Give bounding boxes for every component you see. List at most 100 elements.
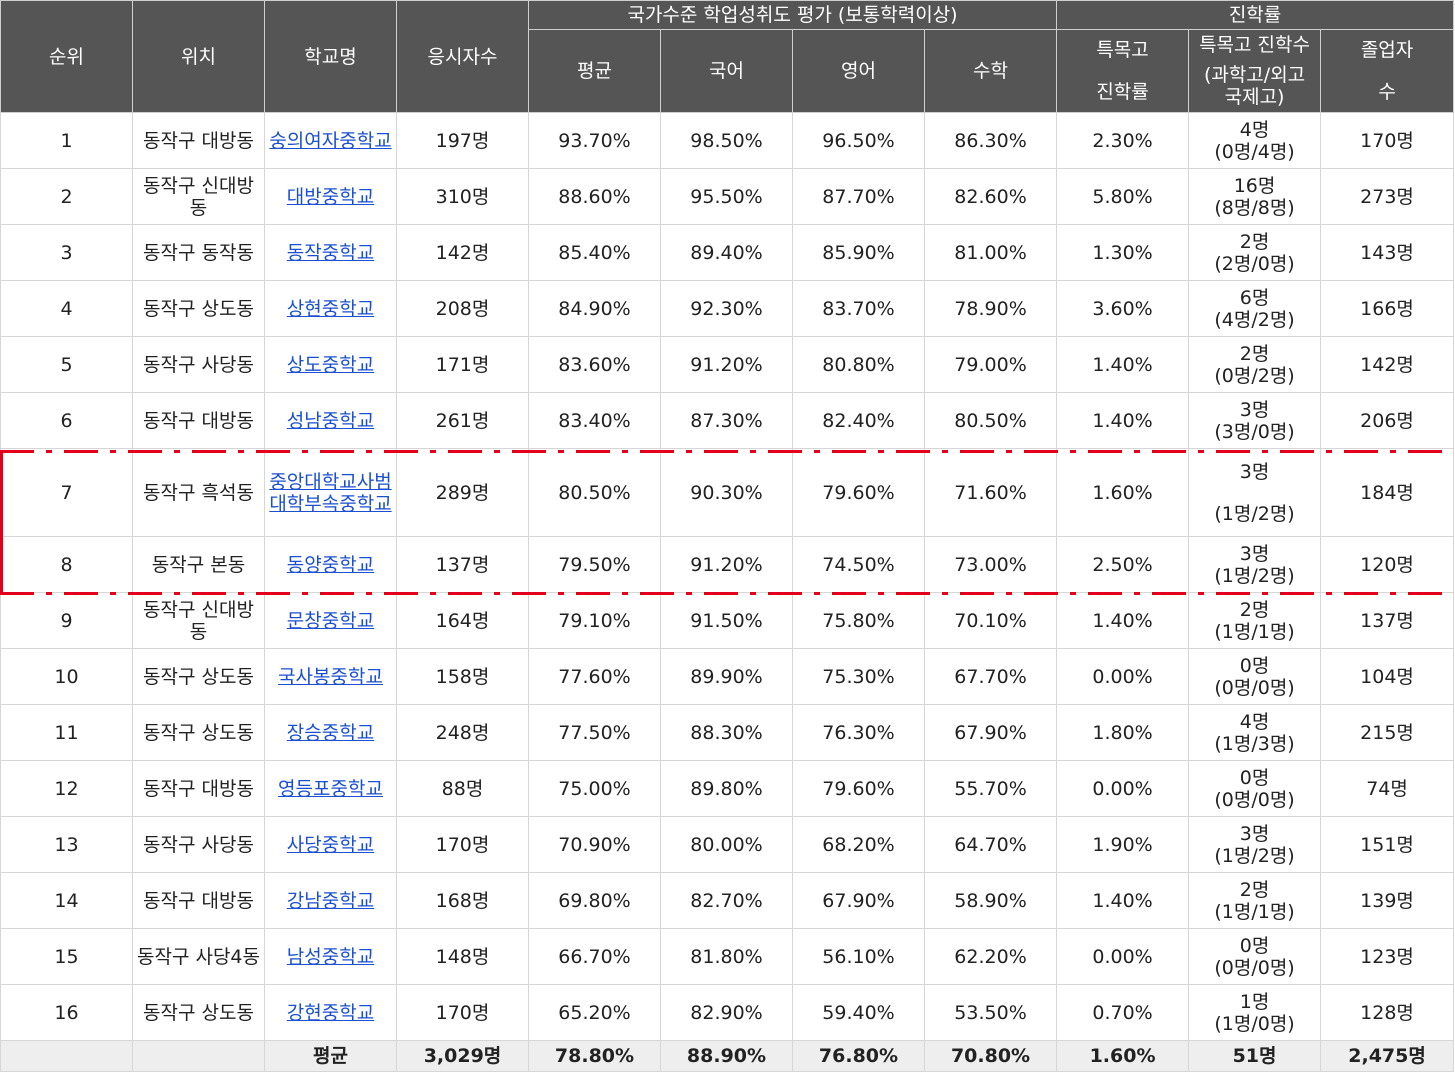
cell-rank: 14 (0, 872, 133, 929)
cell-english: 67.90% (792, 872, 925, 929)
cell-average: 77.60% (528, 648, 661, 705)
cell-english: 85.90% (792, 224, 925, 281)
school-link[interactable]: 영등포중학교 (278, 777, 383, 800)
school-link[interactable]: 사당중학교 (286, 833, 375, 856)
cell-math: 67.70% (923, 648, 1058, 705)
cell-examinees: 248명 (396, 704, 529, 761)
table-row: 4 동작구 상도동 상현중학교 208명 84.90% 92.30% 83.70% 78.90… (0, 280, 1455, 337)
special-count-value: 6명 (1239, 286, 1270, 309)
cell-average: 79.50% (528, 536, 661, 593)
cell-special-rate: 1.40% (1056, 336, 1190, 393)
school-link[interactable]: 강남중학교 (286, 889, 375, 912)
cell-korean: 89.80% (660, 760, 793, 817)
cell-school: 사당중학교 (264, 816, 397, 873)
cell-graduates: 151명 (1320, 816, 1455, 873)
cell-location: 동작구 신대방동 (132, 168, 265, 225)
cell-special-rate: 1.80% (1056, 704, 1190, 761)
table-row: 13 동작구 사당동 사당중학교 170명 70.90% 80.00% 68.20% 64.7… (0, 816, 1455, 873)
col-header-examinees: 응시자수 (396, 0, 529, 113)
cell-examinees: 164명 (396, 592, 529, 649)
special-count-breakdown: (2명/0명) (1214, 252, 1295, 275)
cell-examinees: 170명 (396, 984, 529, 1041)
cell-graduates: 273명 (1320, 168, 1455, 225)
school-link[interactable]: 중앙대학교사범대학부속중학교 (269, 470, 392, 515)
school-link[interactable]: 강현중학교 (286, 1001, 375, 1024)
school-link[interactable]: 문창중학교 (286, 609, 375, 632)
cell-special-rate: 0.00% (1056, 648, 1190, 705)
cell-average: 84.90% (528, 280, 661, 337)
col-header-korean: 국어 (660, 29, 793, 113)
school-link[interactable]: 상현중학교 (286, 297, 375, 320)
table-row: 2 동작구 신대방동 대방중학교 310명 88.60% 95.50% 87.70% 82.6… (0, 168, 1455, 225)
cell-location: 동작구 대방동 (132, 112, 265, 169)
school-link[interactable]: 남성중학교 (286, 945, 375, 968)
cell-graduates: 170명 (1320, 112, 1455, 169)
table-row: 6 동작구 대방동 성남중학교 261명 83.40% 87.30% 82.40% 80.50… (0, 392, 1455, 449)
cell-math: 71.60% (923, 448, 1058, 537)
cell-rank: 1 (0, 112, 133, 169)
cell-school: 강현중학교 (264, 984, 397, 1041)
cell-average: 66.70% (528, 928, 661, 985)
cell-english: 74.50% (792, 536, 925, 593)
cell-english: 76.30% (792, 704, 925, 761)
school-link[interactable]: 성남중학교 (286, 409, 375, 432)
cell-special-rate: 1.60% (1056, 448, 1190, 537)
cell-graduates: 128명 (1320, 984, 1455, 1041)
special-count-breakdown: (4명/2명) (1214, 308, 1295, 331)
cell-school: 상현중학교 (264, 280, 397, 337)
cell-location: 동작구 본동 (132, 536, 265, 593)
cell-average: 88.60% (528, 168, 661, 225)
school-link[interactable]: 동양중학교 (286, 553, 375, 576)
special-count-breakdown: (1명/2명) (1214, 502, 1295, 525)
cell-school: 영등포중학교 (264, 760, 397, 817)
cell-korean: 82.70% (660, 872, 793, 929)
school-link[interactable]: 대방중학교 (286, 185, 375, 208)
cell-special-count: 1명 (1명/0명) (1188, 984, 1322, 1041)
cell-english: 83.70% (792, 280, 925, 337)
cell-examinees: 261명 (396, 392, 529, 449)
cell-school: 장승중학교 (264, 704, 397, 761)
cell-examinees: 142명 (396, 224, 529, 281)
special-count-breakdown: (1명/1명) (1214, 620, 1295, 643)
cell-graduates: 137명 (1320, 592, 1455, 649)
cell-english: 80.80% (792, 336, 925, 393)
cell-korean: 91.20% (660, 336, 793, 393)
cell-english: 59.40% (792, 984, 925, 1041)
cell-special-count: 4명 (0명/4명) (1188, 112, 1322, 169)
cell-school: 중앙대학교사범대학부속중학교 (264, 448, 397, 537)
table-row: 3 동작구 동작동 동작중학교 142명 85.40% 89.40% 85.90% 81.00… (0, 224, 1455, 281)
cell-korean: 91.20% (660, 536, 793, 593)
cell-average: 69.80% (528, 872, 661, 929)
special-count-line3: 국제고) (1224, 86, 1285, 108)
cell-special-rate: 1.30% (1056, 224, 1190, 281)
school-link[interactable]: 숭의여자중학교 (269, 129, 392, 152)
cell-location: 동작구 사당동 (132, 816, 265, 873)
cell-rank: 10 (0, 648, 133, 705)
table-row: 9 동작구 신대방동 문창중학교 164명 79.10% 91.50% 75.80% 70.1… (0, 592, 1455, 649)
special-count-value: 2명 (1239, 342, 1270, 365)
cell-korean: 98.50% (660, 112, 793, 169)
special-count-breakdown: (0명/4명) (1214, 140, 1295, 163)
graduates-line1: 졸업자 (1360, 39, 1414, 61)
school-link[interactable]: 국사봉중학교 (278, 665, 383, 688)
avg-english: 76.80% (792, 1040, 925, 1072)
table-row: 7 동작구 흑석동 중앙대학교사범대학부속중학교 289명 80.50% 90.30% 79… (0, 448, 1455, 537)
cell-math: 86.30% (923, 112, 1058, 169)
special-count-value: 16명 (1233, 174, 1276, 197)
school-link[interactable]: 장승중학교 (286, 721, 375, 744)
average-row: 평균 3,029명 78.80% 88.90% 76.80% 70.80% 1.… (0, 1040, 1455, 1072)
cell-average: 65.20% (528, 984, 661, 1041)
cell-graduates: 143명 (1320, 224, 1455, 281)
special-count-breakdown: (0명/2명) (1214, 364, 1295, 387)
school-link[interactable]: 동작중학교 (286, 241, 375, 264)
cell-english: 56.10% (792, 928, 925, 985)
cell-special-count: 3명 (1명/2명) (1188, 536, 1322, 593)
cell-korean: 92.30% (660, 280, 793, 337)
cell-special-count: 4명 (1명/3명) (1188, 704, 1322, 761)
table-row: 15 동작구 사당4동 남성중학교 148명 66.70% 81.80% 56.10% 62.… (0, 928, 1455, 985)
table-row: 11 동작구 상도동 장승중학교 248명 77.50% 88.30% 76.30% 67.9… (0, 704, 1455, 761)
school-link[interactable]: 상도중학교 (286, 353, 375, 376)
special-count-breakdown: (1명/2명) (1214, 844, 1295, 867)
cell-rank: 6 (0, 392, 133, 449)
cell-korean: 89.40% (660, 224, 793, 281)
